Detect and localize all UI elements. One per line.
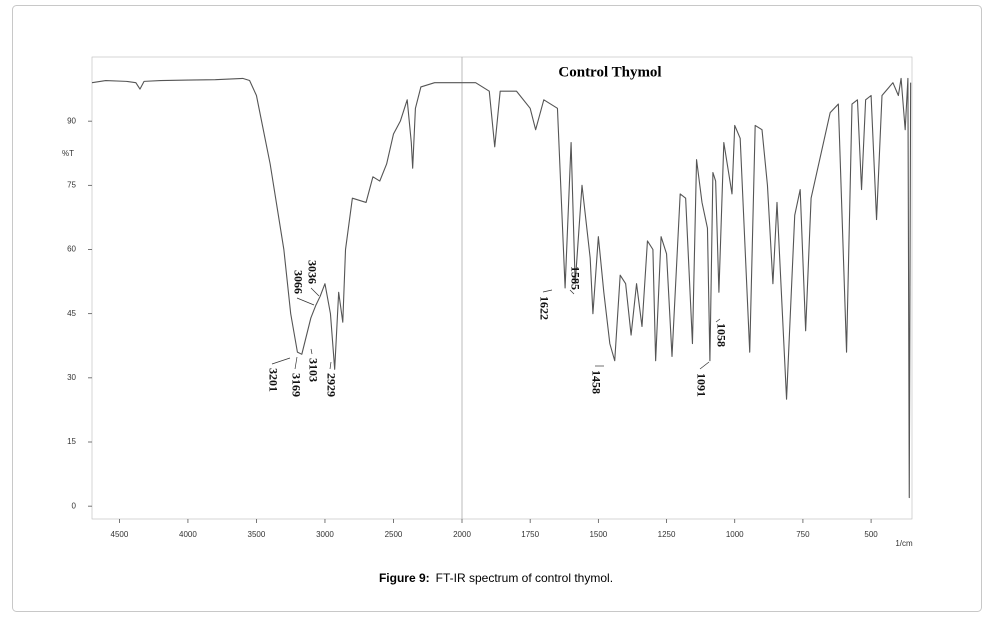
annotation-leader xyxy=(699,361,710,370)
y-tick-label: 90 xyxy=(67,116,76,125)
x-tick-label: 1750 xyxy=(521,530,539,539)
x-axis-label: 1/cm xyxy=(895,539,913,548)
caption-text: FT-IR spectrum of control thymol. xyxy=(436,571,613,585)
peak-label: 3066 xyxy=(291,270,305,294)
annotation-leader xyxy=(569,289,575,295)
plot-frame xyxy=(91,56,913,520)
x-tick-label: 1000 xyxy=(726,530,744,539)
annotation-leader xyxy=(271,357,291,365)
x-tick-label: 1250 xyxy=(658,530,676,539)
y-tick-label: 30 xyxy=(67,373,76,382)
caption: Figure 9: FT-IR spectrum of control thymo… xyxy=(379,571,613,585)
x-tick-label: 3500 xyxy=(248,530,266,539)
spectrum-line xyxy=(91,77,912,499)
annotation-leader xyxy=(310,348,313,355)
y-axis-label: %T xyxy=(62,149,74,158)
peak-label: 1622 xyxy=(537,296,551,320)
annotation-leader xyxy=(329,361,332,370)
y-tick-label: 15 xyxy=(67,437,76,446)
annotation-leader xyxy=(294,356,298,370)
chart-title: Control Thymol xyxy=(558,64,661,80)
peak-label: 3036 xyxy=(305,260,319,284)
x-tick-label: 4000 xyxy=(179,530,197,539)
y-tick-label: 45 xyxy=(67,309,76,318)
peak-label: 3201 xyxy=(266,368,280,392)
x-tick-label: 750 xyxy=(796,530,810,539)
x-tick-label: 4500 xyxy=(111,530,129,539)
card xyxy=(12,5,982,612)
x-tick-label: 500 xyxy=(864,530,878,539)
peak-label: 1458 xyxy=(589,370,603,394)
peak-label: 2929 xyxy=(324,373,338,397)
peak-label: 3103 xyxy=(306,358,320,382)
y-tick-label: 75 xyxy=(67,180,76,189)
x-tick-label: 2500 xyxy=(385,530,403,539)
annotation-leader xyxy=(296,297,315,306)
peak-label: 1585 xyxy=(568,266,582,290)
peak-label: 1058 xyxy=(714,323,728,347)
annotation-leader xyxy=(310,287,320,297)
caption-label: Figure 9: xyxy=(379,571,430,585)
y-tick-label: 0 xyxy=(72,501,77,510)
peak-label: 3169 xyxy=(289,373,303,397)
x-tick-label: 3000 xyxy=(316,530,334,539)
x-tick-label: 2000 xyxy=(453,530,471,539)
x-tick-label: 1500 xyxy=(589,530,607,539)
annotation-leader xyxy=(542,289,553,293)
annotation-leader xyxy=(715,318,721,323)
peak-label: 1091 xyxy=(694,373,708,397)
y-tick-label: 60 xyxy=(67,245,76,254)
